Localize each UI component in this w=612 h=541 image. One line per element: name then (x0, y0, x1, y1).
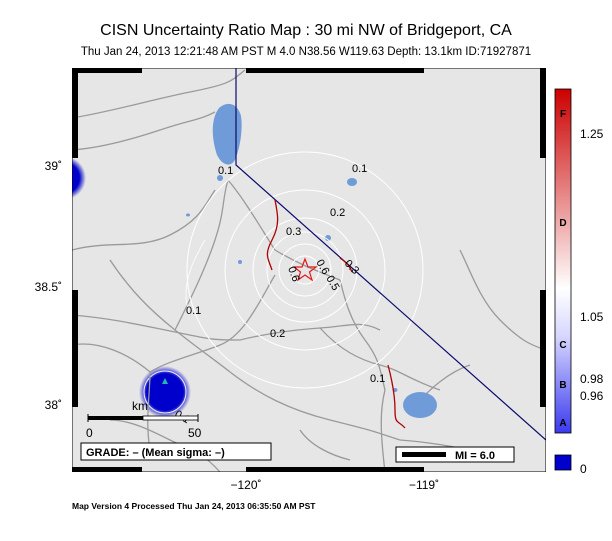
mi-legend: MI = 6.0 (395, 446, 515, 463)
station-triangle-icon (162, 378, 168, 384)
state-border (235, 68, 546, 441)
grade-letter-d: D (559, 218, 567, 229)
contour-label: 0.1 (218, 165, 233, 177)
lat-label-38: 38˚ (44, 398, 62, 412)
event-info: Thu Jan 24, 2013 12:21:48 AM PST M 4.0 N… (80, 46, 532, 58)
lat-label-39: 39˚ (44, 159, 62, 173)
grade-letter-b: B (559, 380, 567, 391)
colorbar-label: 0 (580, 462, 587, 476)
contour-label: 0.1 (370, 373, 385, 385)
contour-label: 0.2 (270, 328, 285, 340)
grade-letter-f: F (559, 109, 567, 120)
contour-label: 0.2 (330, 207, 345, 219)
colorbar-label: 1.05 (580, 310, 604, 324)
lake-tahoe (212, 103, 242, 165)
grade-letter-a: A (559, 418, 567, 429)
colorbar-label: 0.96 (580, 389, 604, 403)
scale-zero: 0 (86, 426, 93, 440)
road-network (72, 69, 546, 472)
uncertainty-contours (185, 151, 424, 389)
map-title: CISN Uncertainty Ratio Map : 30 mi NW of… (100, 22, 512, 39)
scale-fifty: 50 (188, 426, 202, 440)
station-bubble-southwest (139, 366, 191, 418)
uncertainty-map[interactable]: 0.1 0.2 0.3 0.1 0.2 0.6 0.5 0.6 0.3 0.1 … (72, 68, 546, 472)
contour-label: 0.6 (285, 265, 302, 283)
colorbar-label: 0.98 (580, 372, 604, 386)
grade-letter-c: C (559, 340, 567, 351)
contour-label: 0.1 (186, 305, 201, 317)
grade-text: GRADE: – (Mean sigma: –) (86, 447, 225, 459)
lon-label-119: −119˚ (408, 478, 440, 492)
contour-label: 0.3 (286, 226, 301, 238)
colorbar-label: 1.25 (580, 127, 604, 141)
station-bubble-west (72, 157, 86, 199)
lat-label-38-5: 38.5˚ (34, 280, 62, 294)
scale-unit: km (132, 399, 148, 413)
map-frame-border (72, 68, 546, 472)
grade-box: GRADE: – (Mean sigma: –) (80, 442, 272, 461)
fault-lines (266, 199, 406, 429)
contour-label: 0.1 (352, 163, 367, 175)
lakes (186, 103, 437, 418)
map-version-footer: Map Version 4 Processed Thu Jan 24, 2013… (72, 501, 316, 511)
epicenter-star-icon[interactable] (292, 257, 318, 282)
colorbar (554, 88, 572, 471)
scale-bar: 0 50 km (86, 399, 202, 440)
mono-lake (403, 392, 437, 418)
lon-label-120: −120˚ (230, 478, 262, 492)
mi-legend-text: MI = 6.0 (455, 450, 495, 462)
